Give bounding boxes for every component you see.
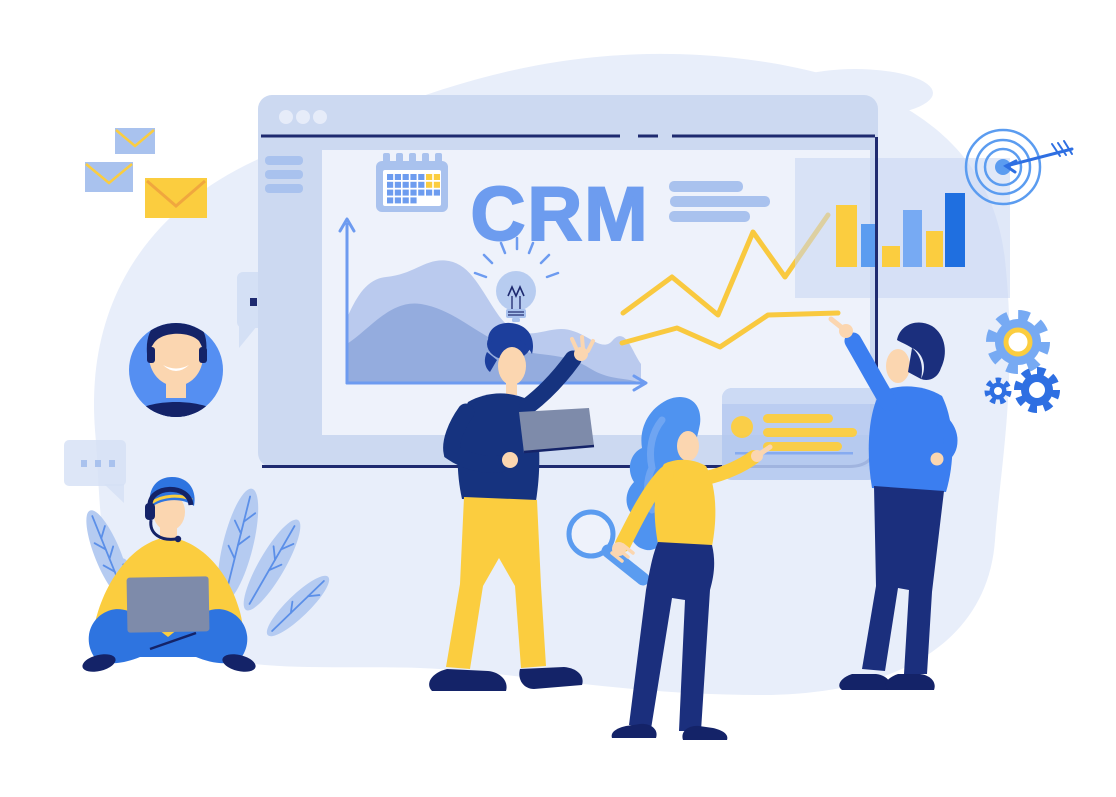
calendar-cell (426, 189, 433, 196)
target-icon (964, 128, 1074, 206)
man-shoe (429, 669, 507, 691)
gears-icon (984, 310, 1060, 413)
window-dot[interactable] (313, 110, 327, 124)
man-shoe (519, 667, 583, 689)
typing-dot (81, 460, 87, 467)
calendar-cell (418, 174, 425, 180)
man-shoe (885, 674, 935, 690)
bar (882, 246, 900, 267)
user-avatar (129, 323, 223, 417)
agent-laptop (126, 576, 210, 633)
card-line (763, 442, 842, 451)
typing-dot (109, 460, 115, 467)
bent-arm (443, 403, 509, 473)
right-man-shirt (868, 386, 953, 492)
calendar-cell (387, 197, 394, 204)
bar (861, 224, 877, 267)
right-man-hair (897, 322, 945, 380)
calendar-cell (433, 189, 440, 196)
right-man-pants (862, 486, 944, 674)
card-line (763, 428, 857, 437)
man-shoe (839, 674, 891, 690)
bar (945, 193, 965, 267)
laptop[interactable] (519, 408, 594, 453)
calendar-grid (387, 174, 440, 204)
envelope-icon-medium (85, 162, 133, 192)
calendar-cell (410, 181, 417, 188)
card-avatar-dot (731, 416, 753, 438)
headset-icon (147, 486, 194, 507)
bar-chart-bars (836, 193, 965, 267)
woman-pointing-arm (699, 450, 761, 485)
line-chart (619, 212, 841, 350)
bar-chart-panel (795, 158, 1010, 298)
bar (926, 231, 943, 267)
calendar-cell (402, 181, 409, 188)
envelope-icon-yellow (145, 178, 207, 218)
calendar-cell (410, 197, 417, 204)
crm-title: CRM (470, 172, 649, 257)
calendar-cell (394, 181, 401, 188)
woman-pants (629, 542, 715, 731)
calendar-cell (426, 174, 433, 180)
gear-small (984, 377, 1012, 405)
title-text-lines (669, 181, 770, 222)
bar (903, 210, 922, 267)
woman-pointing (610, 397, 773, 740)
man-sweater (457, 393, 540, 501)
calendar-icon[interactable] (376, 153, 448, 212)
line-series-lower (619, 310, 841, 350)
calendar-cell (418, 181, 425, 188)
man-with-laptop (429, 322, 595, 691)
typing-dot (250, 298, 257, 306)
window-dot[interactable] (279, 110, 293, 124)
arrow-dart (1003, 140, 1074, 174)
agent-cap (149, 477, 195, 508)
calendar-cell (394, 189, 401, 196)
woman-shoe (682, 725, 728, 740)
calendar-cell (433, 181, 440, 188)
calendar-cell (387, 174, 394, 180)
man-pointing-right (828, 316, 958, 690)
typing-dot (95, 460, 101, 467)
menu-line[interactable] (265, 184, 303, 193)
calendar-cell (387, 189, 394, 196)
line-series-upper (620, 212, 831, 318)
chat-bubble-left (64, 440, 126, 503)
gear-large (986, 310, 1050, 374)
woman-lower-arm (615, 466, 674, 552)
email-icons (85, 128, 207, 218)
calendar-cell (433, 174, 440, 180)
card-line (763, 414, 833, 423)
menu-line[interactable] (265, 170, 303, 179)
calendar-cell (394, 174, 401, 180)
calendar-cell (387, 181, 394, 188)
calendar-cell (402, 197, 409, 204)
calendar-cell (426, 181, 433, 188)
calendar-cell (418, 189, 425, 196)
pointing-finger (754, 444, 773, 459)
calendar-cell (402, 189, 409, 196)
window-dot[interactable] (296, 110, 310, 124)
support-agent-sitting (82, 477, 256, 672)
gear-medium (1014, 367, 1060, 413)
envelope-icon-small (115, 128, 155, 154)
lightbulb-icon (473, 236, 560, 322)
calendar-cell (410, 189, 417, 196)
pointing-finger (828, 316, 849, 334)
calendar-cell (402, 174, 409, 180)
woman-shoe (611, 723, 657, 738)
raised-arm (519, 350, 582, 415)
right-man-raised-arm (844, 332, 897, 411)
menu-line[interactable] (265, 156, 303, 165)
calendar-cell (410, 174, 417, 180)
bar (836, 205, 857, 267)
man-pants-yellow (446, 497, 546, 669)
calendar-cell (394, 197, 401, 204)
